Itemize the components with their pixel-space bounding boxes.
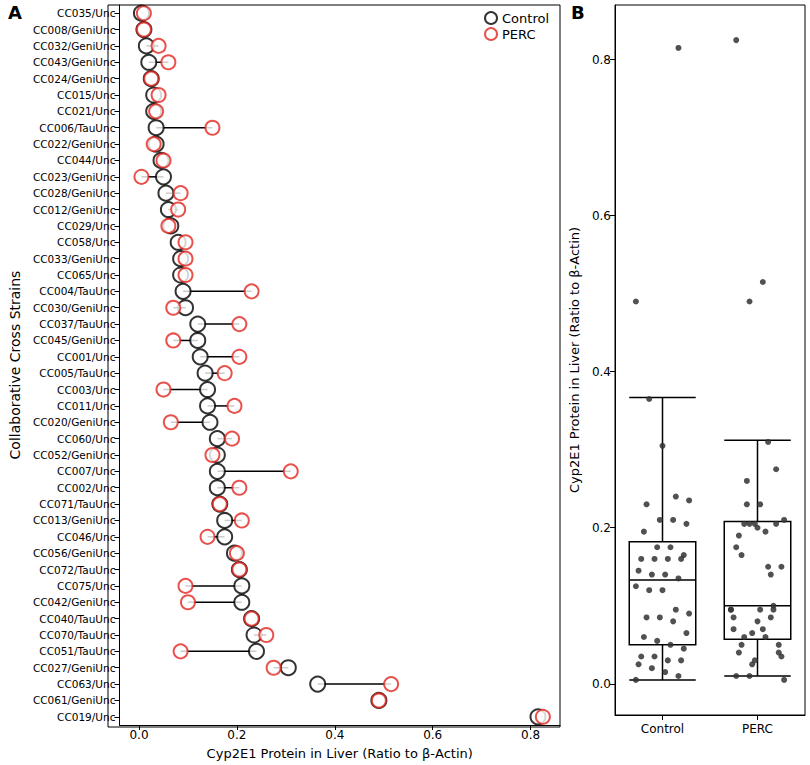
svg-text:CC035/Unc: CC035/Unc (57, 7, 116, 19)
svg-text:0.2: 0.2 (592, 521, 611, 535)
svg-text:0.2: 0.2 (227, 728, 246, 742)
svg-text:CC019/Unc: CC019/Unc (57, 711, 116, 723)
svg-text:CC037/TauUnc: CC037/TauUnc (39, 318, 115, 330)
svg-text:CC046/Unc: CC046/Unc (57, 531, 116, 543)
svg-text:CC001/Unc: CC001/Unc (57, 351, 116, 363)
svg-text:CC042/GeniUnc: CC042/GeniUnc (33, 596, 116, 608)
svg-text:CC024/GeniUnc: CC024/GeniUnc (33, 73, 116, 85)
svg-text:0.4: 0.4 (592, 365, 611, 379)
svg-text:CC040/TauUnc: CC040/TauUnc (39, 613, 115, 625)
svg-text:0.6: 0.6 (592, 209, 611, 223)
svg-text:Control: Control (502, 11, 549, 26)
svg-text:CC003/Unc: CC003/Unc (57, 384, 116, 396)
svg-text:CC071/TauUnc: CC071/TauUnc (39, 498, 115, 510)
svg-text:A: A (8, 2, 22, 23)
svg-text:CC052/GeniUnc: CC052/GeniUnc (33, 449, 116, 461)
svg-text:CC023/GeniUnc: CC023/GeniUnc (33, 171, 116, 183)
svg-text:CC072/TauUnc: CC072/TauUnc (39, 564, 115, 576)
svg-text:CC045/GeniUnc: CC045/GeniUnc (33, 334, 116, 346)
svg-text:PERC: PERC (502, 27, 536, 42)
svg-text:CC015/Unc: CC015/Unc (57, 89, 116, 101)
svg-text:CC061/GeniUnc: CC061/GeniUnc (33, 694, 116, 706)
svg-text:0.8: 0.8 (521, 728, 540, 742)
svg-text:CC012/GeniUnc: CC012/GeniUnc (33, 204, 116, 216)
svg-text:CC051/TauUnc: CC051/TauUnc (39, 645, 115, 657)
svg-text:CC060/Unc: CC060/Unc (57, 433, 116, 445)
svg-text:PERC: PERC (742, 722, 773, 736)
svg-text:0.4: 0.4 (325, 728, 344, 742)
svg-text:CC030/GeniUnc: CC030/GeniUnc (33, 302, 116, 314)
svg-text:CC005/TauUnc: CC005/TauUnc (39, 367, 115, 379)
svg-text:CC021/Unc: CC021/Unc (57, 105, 116, 117)
svg-text:B: B (571, 2, 585, 23)
svg-text:CC033/GeniUnc: CC033/GeniUnc (33, 253, 116, 265)
svg-text:0.6: 0.6 (423, 728, 442, 742)
svg-text:0.0: 0.0 (592, 677, 611, 691)
svg-text:CC013/GeniUnc: CC013/GeniUnc (33, 514, 116, 526)
svg-text:CC058/Unc: CC058/Unc (57, 236, 116, 248)
svg-text:CC063/Unc: CC063/Unc (57, 678, 116, 690)
svg-text:CC008/GeniUnc: CC008/GeniUnc (33, 24, 116, 36)
svg-text:CC070/TauUnc: CC070/TauUnc (39, 629, 115, 641)
svg-text:CC022/GeniUnc: CC022/GeniUnc (33, 138, 116, 150)
svg-text:Cyp2E1 Protein in Liver (Ratio: Cyp2E1 Protein in Liver (Ratio to β-Acti… (567, 227, 582, 493)
svg-text:0.0: 0.0 (129, 728, 148, 742)
svg-text:0.8: 0.8 (592, 53, 611, 67)
svg-text:Cyp2E1 Protein in Liver (Ratio: Cyp2E1 Protein in Liver (Ratio to β-Acti… (207, 746, 473, 761)
svg-text:CC004/TauUnc: CC004/TauUnc (39, 285, 115, 297)
svg-text:CC027/GeniUnc: CC027/GeniUnc (33, 662, 116, 674)
svg-text:CC028/GeniUnc: CC028/GeniUnc (33, 187, 116, 199)
svg-text:CC065/Unc: CC065/Unc (57, 269, 116, 281)
svg-text:CC029/Unc: CC029/Unc (57, 220, 116, 232)
svg-text:CC020/GeniUnc: CC020/GeniUnc (33, 416, 116, 428)
svg-text:CC011/Unc: CC011/Unc (57, 400, 116, 412)
svg-text:CC002/Unc: CC002/Unc (57, 482, 116, 494)
svg-text:CC056/GeniUnc: CC056/GeniUnc (33, 547, 116, 559)
svg-text:Control: Control (641, 722, 684, 736)
svg-text:Collaborative Cross Strains: Collaborative Cross Strains (7, 271, 23, 460)
svg-text:CC032/GeniUnc: CC032/GeniUnc (33, 40, 116, 52)
svg-text:CC075/Unc: CC075/Unc (57, 580, 116, 592)
svg-text:CC043/GeniUnc: CC043/GeniUnc (33, 56, 116, 68)
svg-text:CC044/Unc: CC044/Unc (57, 154, 116, 166)
svg-text:CC006/TauUnc: CC006/TauUnc (39, 122, 115, 134)
svg-text:CC007/Unc: CC007/Unc (57, 465, 116, 477)
